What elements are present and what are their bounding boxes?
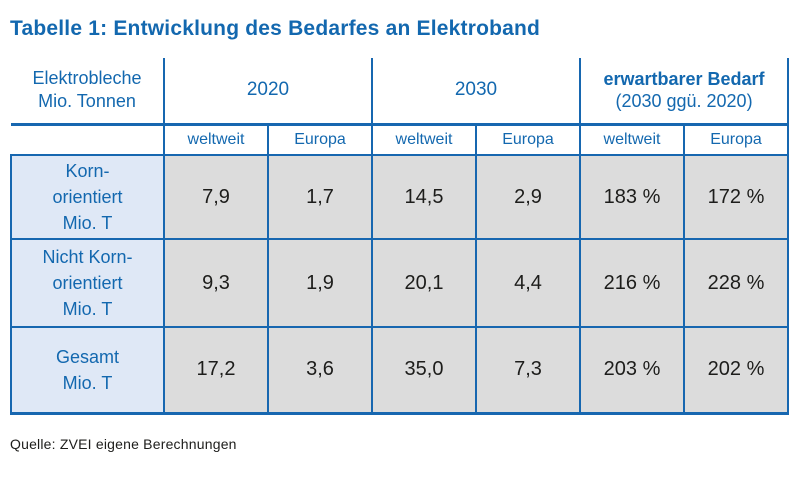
table-row-nicht-korn-orientiert: Nicht Korn- orientiert Mio. T 9,3 1,9 20… xyxy=(10,238,790,328)
subheader-2030-weltweit: weltweit xyxy=(371,123,477,156)
corner-empty-cell xyxy=(11,123,165,156)
cell-gesamt-2020-europa: 3,6 xyxy=(267,326,373,415)
group-header-2030: 2030 xyxy=(371,58,581,126)
subheader-2020-europa: Europa xyxy=(267,123,373,156)
group-header-2020: 2020 xyxy=(163,58,373,126)
row-label-korn-orientiert: Korn- orientiert Mio. T xyxy=(10,154,165,240)
table-row-korn-orientiert: Korn- orientiert Mio. T 7,9 1,7 14,5 2,9… xyxy=(10,154,790,240)
row-label-gesamt: Gesamt Mio. T xyxy=(10,326,165,415)
table-title: Tabelle 1: Entwicklung des Bedarfes an E… xyxy=(10,17,541,40)
cell-nichtkorn-bedarf-europa: 228 % xyxy=(682,238,790,328)
row-label-nicht-korn-orientiert: Nicht Korn- orientiert Mio. T xyxy=(10,238,165,328)
group-header-expected-demand: erwartbarer Bedarf (2030 ggü. 2020) xyxy=(578,58,790,126)
cell-nichtkorn-2030-europa: 4,4 xyxy=(475,238,581,328)
cell-gesamt-2030-weltweit: 35,0 xyxy=(371,326,477,415)
subheader-bedarf-europa: Europa xyxy=(682,123,790,156)
cell-korn-2020-europa: 1,7 xyxy=(267,154,373,240)
subheader-row: weltweit Europa weltweit Europa weltweit… xyxy=(11,123,790,156)
expected-demand-label: erwartbarer Bedarf xyxy=(603,69,765,90)
cell-korn-bedarf-weltweit: 183 % xyxy=(579,154,685,240)
expected-demand-sublabel: (2030 ggü. 2020) xyxy=(615,91,753,112)
cell-gesamt-2020-weltweit: 17,2 xyxy=(163,326,269,415)
cell-nichtkorn-bedarf-weltweit: 216 % xyxy=(579,238,685,328)
cell-nichtkorn-2020-europa: 1,9 xyxy=(267,238,373,328)
cell-korn-bedarf-europa: 172 % xyxy=(682,154,790,240)
subheader-bedarf-weltweit: weltweit xyxy=(579,123,685,156)
subheader-2020-weltweit: weltweit xyxy=(163,123,269,156)
cell-korn-2020-weltweit: 7,9 xyxy=(163,154,269,240)
elektroband-demand-table: Elektrobleche Mio. Tonnen 2020 2030 erwa… xyxy=(10,58,790,415)
table-row-gesamt: Gesamt Mio. T 17,2 3,6 35,0 7,3 203 % 20… xyxy=(10,326,790,415)
corner-header-elektrobleche: Elektrobleche Mio. Tonnen xyxy=(11,58,165,126)
source-note: Quelle: ZVEI eigene Berechnungen xyxy=(10,435,237,452)
cell-korn-2030-weltweit: 14,5 xyxy=(371,154,477,240)
cell-korn-2030-europa: 2,9 xyxy=(475,154,581,240)
cell-nichtkorn-2030-weltweit: 20,1 xyxy=(371,238,477,328)
cell-gesamt-bedarf-weltweit: 203 % xyxy=(579,326,685,415)
cell-gesamt-bedarf-europa: 202 % xyxy=(682,326,790,415)
group-header-row: Elektrobleche Mio. Tonnen 2020 2030 erwa… xyxy=(11,58,790,126)
cell-gesamt-2030-europa: 7,3 xyxy=(475,326,581,415)
subheader-2030-europa: Europa xyxy=(475,123,581,156)
cell-nichtkorn-2020-weltweit: 9,3 xyxy=(163,238,269,328)
